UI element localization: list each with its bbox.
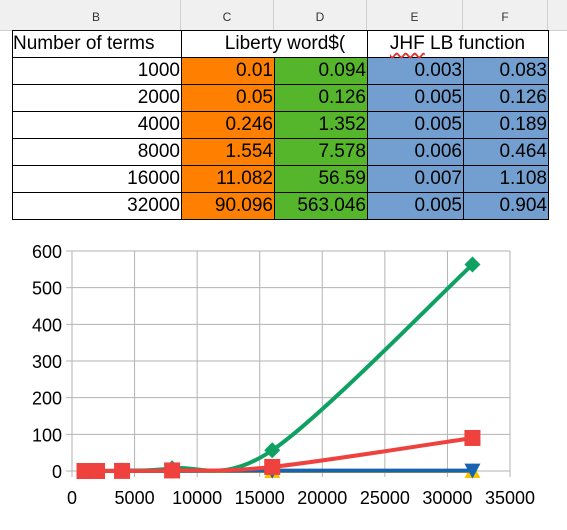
cell-f[interactable]: 0.189 — [463, 111, 549, 139]
cell-terms[interactable]: 16000 — [12, 165, 182, 193]
cell-f[interactable]: 0.464 — [463, 138, 549, 166]
x-tick-label: 30000 — [422, 488, 472, 508]
cell-jhf-header[interactable]: JHF LB function — [367, 30, 549, 58]
series-line — [84, 263, 474, 473]
cell-d[interactable]: 1.352 — [274, 111, 368, 139]
liberty-header-text: Liberty word$( — [224, 33, 346, 54]
cell-d[interactable]: 563.046 — [274, 192, 368, 220]
cell-e[interactable]: 0.003 — [367, 57, 464, 85]
data-point-diamond — [264, 442, 281, 459]
cell-f[interactable]: 1.108 — [463, 165, 549, 193]
y-tick-label: 100 — [32, 425, 62, 445]
spreadsheet-table: Number of terms Liberty word$( JHF LB fu… — [12, 30, 549, 220]
y-tick-label: 300 — [32, 352, 62, 372]
chart-series — [76, 256, 481, 479]
jhf-rest-text: LB function — [424, 33, 526, 54]
cell-f[interactable]: 0.083 — [463, 57, 549, 85]
table-row: 1000 0.01 0.094 0.003 0.083 — [12, 57, 549, 85]
cell-terms[interactable]: 4000 — [12, 111, 182, 139]
x-tick-label: 20000 — [297, 488, 347, 508]
cell-e[interactable]: 0.005 — [367, 192, 464, 220]
cell-c[interactable]: 0.01 — [181, 57, 275, 85]
x-tick-label: 35000 — [485, 488, 535, 508]
cell-terms[interactable]: 8000 — [12, 138, 182, 166]
chart-grid — [71, 250, 511, 472]
column-header-e[interactable]: E — [367, 0, 463, 30]
y-tick-label: 0 — [52, 462, 62, 482]
cell-d[interactable]: 56.59 — [274, 165, 368, 193]
cell-e[interactable]: 0.006 — [367, 138, 464, 166]
cell-e[interactable]: 0.005 — [367, 84, 464, 112]
y-tick-label: 600 — [32, 242, 62, 262]
cell-e[interactable]: 0.005 — [367, 111, 464, 139]
column-header-b[interactable]: B — [12, 0, 181, 30]
cell-c[interactable]: 1.554 — [181, 138, 275, 166]
data-point-square — [264, 458, 281, 475]
cell-liberty-header[interactable]: Liberty word$( — [181, 30, 368, 58]
cell-d[interactable]: 0.094 — [274, 57, 368, 85]
column-header-d[interactable]: D — [274, 0, 367, 30]
cell-d[interactable]: 7.578 — [274, 138, 368, 166]
cell-c[interactable]: 0.246 — [181, 111, 275, 139]
y-tick-label: 400 — [32, 315, 62, 335]
cell-terms[interactable]: 32000 — [12, 192, 182, 220]
x-tick-label: 15000 — [235, 488, 285, 508]
data-point-square — [76, 462, 93, 479]
line-chart[interactable]: 0 100 200 300 400 500 600 0 5000 10000 15000 20000 2… — [0, 234, 567, 530]
jhf-text: JHF — [389, 33, 425, 54]
column-header-c[interactable]: C — [181, 0, 274, 30]
cell-c[interactable]: 90.096 — [181, 192, 275, 220]
data-point-square — [114, 462, 131, 479]
table-row: 32000 90.096 563.046 0.005 0.904 — [12, 192, 549, 220]
data-point-triangle-down — [464, 463, 481, 479]
table-row: 4000 0.246 1.352 0.005 0.189 — [12, 111, 549, 139]
column-header-f[interactable]: F — [463, 0, 548, 30]
cell-f[interactable]: 0.126 — [463, 84, 549, 112]
data-point-square — [464, 429, 481, 446]
data-point-diamond — [464, 256, 481, 273]
x-tick-label: 0 — [67, 488, 77, 508]
cell-f[interactable]: 0.904 — [463, 192, 549, 220]
header-row: Number of terms Liberty word$( JHF LB fu… — [12, 30, 549, 58]
data-point-square — [89, 462, 106, 479]
table-row: 16000 11.082 56.59 0.007 1.108 — [12, 165, 549, 193]
table-row: 2000 0.05 0.126 0.005 0.126 — [12, 84, 549, 112]
column-header-bar: B C D E F — [0, 0, 567, 31]
chart-axes: 0 100 200 300 400 500 600 0 5000 10000 15000 20000 2… — [32, 242, 535, 508]
y-tick-label: 500 — [32, 279, 62, 299]
cell-c[interactable]: 0.05 — [181, 84, 275, 112]
cell-d[interactable]: 0.126 — [274, 84, 368, 112]
cell-e[interactable]: 0.007 — [367, 165, 464, 193]
x-tick-label: 25000 — [360, 488, 410, 508]
series-square — [76, 429, 481, 479]
cell-c[interactable]: 11.082 — [181, 165, 275, 193]
data-point-square — [164, 462, 181, 479]
table-row: 8000 1.554 7.578 0.006 0.464 — [12, 138, 549, 166]
cell-terms[interactable]: 1000 — [12, 57, 182, 85]
x-tick-label: 5000 — [115, 488, 155, 508]
x-tick-label: 10000 — [172, 488, 222, 508]
y-tick-label: 200 — [32, 389, 62, 409]
cell-number-of-terms[interactable]: Number of terms — [12, 30, 182, 58]
cell-terms[interactable]: 2000 — [12, 84, 182, 112]
